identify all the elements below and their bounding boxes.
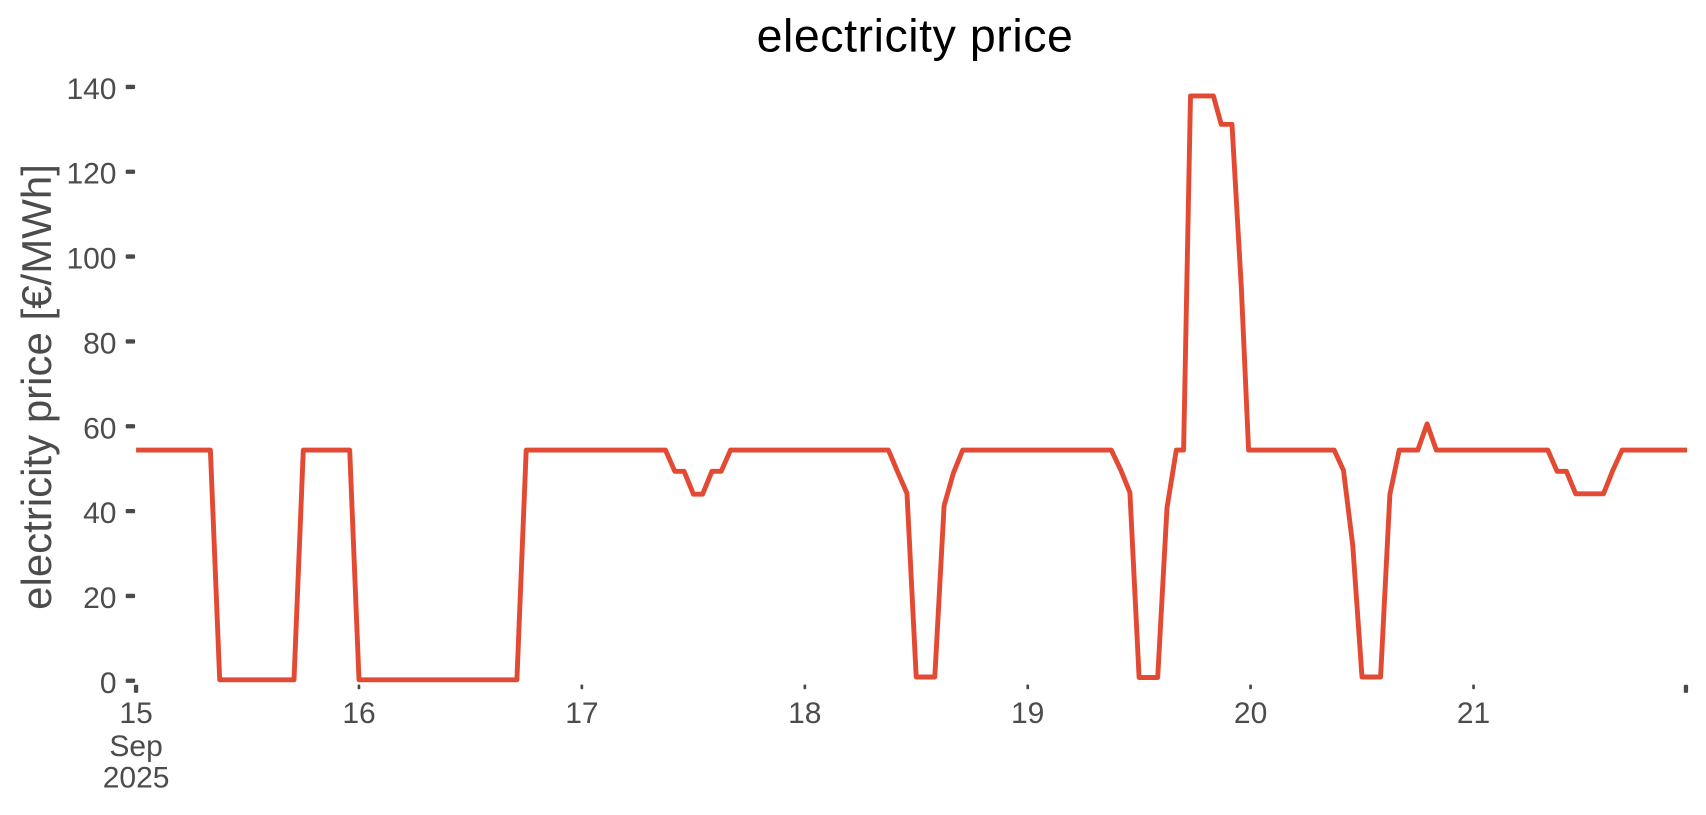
svg-text:electricity price: electricity price [757,10,1074,62]
svg-text:2025: 2025 [103,762,170,795]
svg-text:120: 120 [66,158,116,191]
svg-text:16: 16 [342,697,375,730]
svg-text:80: 80 [83,327,116,360]
svg-text:21: 21 [1457,697,1490,730]
svg-text:20: 20 [83,582,116,615]
svg-text:17: 17 [565,697,598,730]
svg-text:100: 100 [66,243,116,276]
svg-text:electricity price [€/MWh]: electricity price [€/MWh] [13,164,60,610]
svg-text:Sep: Sep [109,730,162,763]
svg-text:20: 20 [1234,697,1267,730]
svg-text:0: 0 [100,667,117,700]
svg-text:15: 15 [119,697,152,730]
svg-text:140: 140 [66,73,116,106]
svg-text:40: 40 [83,497,116,530]
svg-text:60: 60 [83,412,116,445]
svg-text:18: 18 [788,697,821,730]
svg-text:19: 19 [1011,697,1044,730]
